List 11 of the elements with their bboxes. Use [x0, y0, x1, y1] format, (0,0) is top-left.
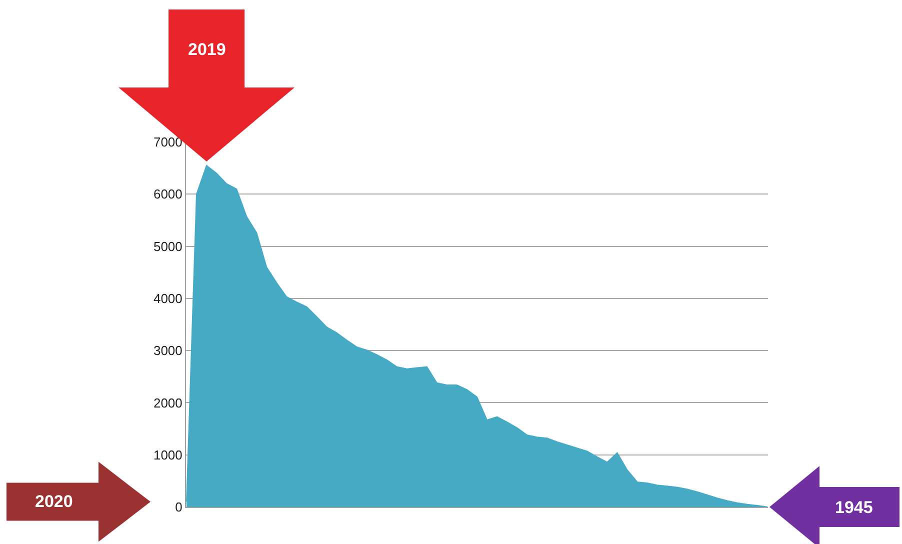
- y-tick-label: 5000: [153, 238, 182, 254]
- y-tick-label: 1000: [153, 447, 182, 462]
- y-tick-label: 3000: [153, 343, 182, 358]
- y-tick-label: 0: [175, 500, 182, 515]
- y-tick-label: 7000: [153, 134, 182, 150]
- y-tick-label: 2000: [153, 395, 182, 410]
- text: 2019: [188, 40, 226, 59]
- y-tick-label: 4000: [153, 290, 182, 306]
- y-tick-label: 6000: [153, 186, 182, 202]
- text: 1945: [835, 498, 873, 517]
- text: 2020: [35, 492, 73, 511]
